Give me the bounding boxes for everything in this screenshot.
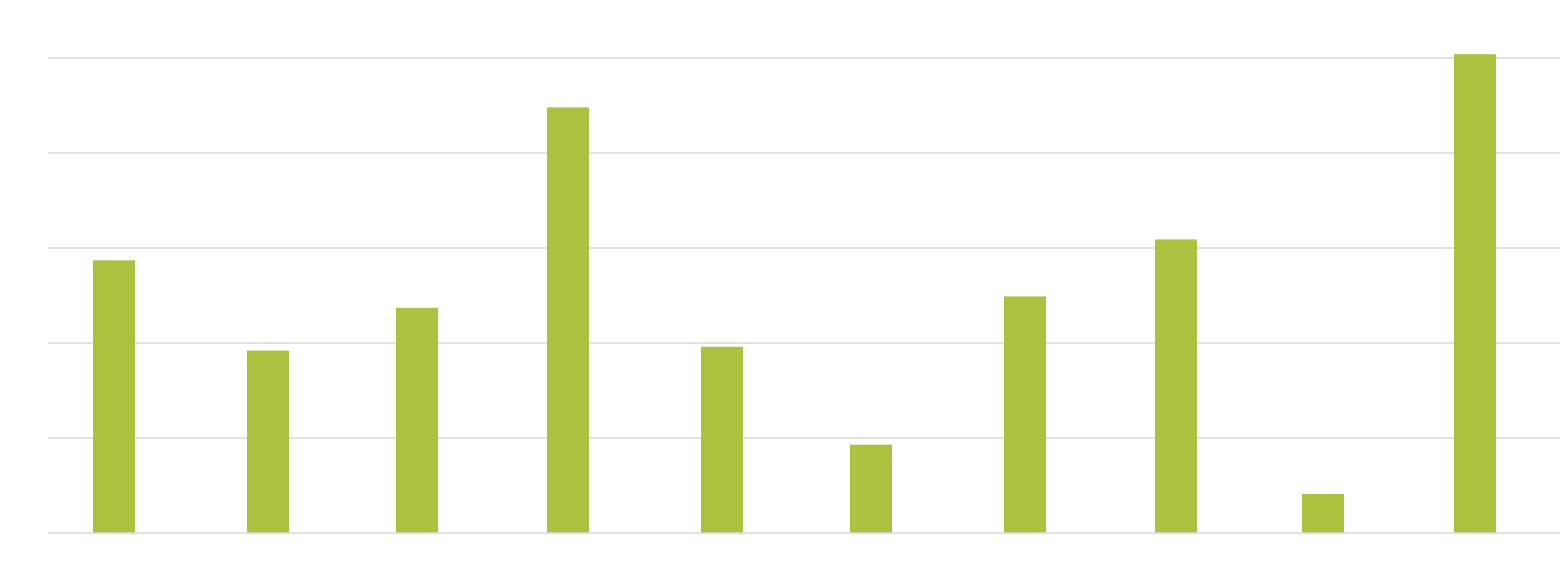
bar	[1004, 296, 1046, 533]
bar	[396, 307, 438, 533]
bar	[1302, 494, 1344, 533]
bar	[701, 346, 743, 533]
bar	[1454, 54, 1496, 533]
bar	[1155, 239, 1197, 533]
bar	[547, 107, 589, 534]
gridlines	[48, 57, 1560, 439]
bar	[247, 350, 289, 533]
bar	[850, 444, 892, 533]
bars	[93, 54, 1496, 534]
bar	[93, 260, 135, 533]
